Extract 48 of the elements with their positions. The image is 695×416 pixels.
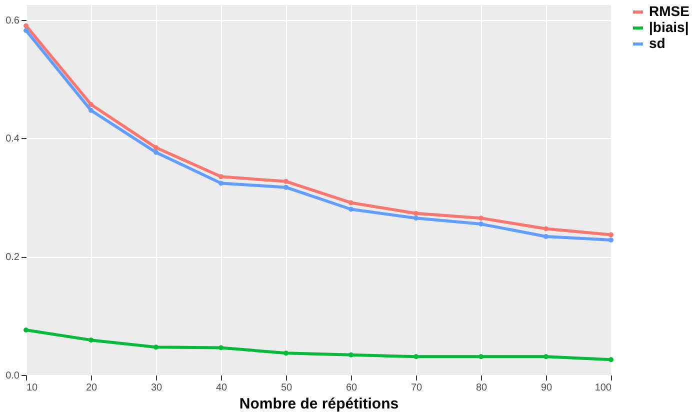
x-tick-label: 50 [280, 382, 292, 394]
point [544, 354, 548, 360]
point [88, 102, 94, 107]
x-tick-label: 70 [410, 382, 422, 394]
point [284, 350, 288, 356]
point [478, 354, 484, 360]
point [608, 238, 614, 243]
point [608, 357, 614, 362]
point [608, 232, 614, 238]
x-tick-label: 30 [150, 382, 162, 394]
point [24, 328, 28, 333]
point [154, 145, 158, 150]
point [348, 352, 354, 358]
point [348, 200, 354, 206]
point [154, 344, 158, 350]
point [414, 216, 418, 221]
point [284, 184, 288, 190]
y-tick-label: 0.0 [6, 370, 20, 382]
x-tick-label: 80 [476, 382, 488, 394]
x-axis-title: Nombre de répétitions [239, 396, 399, 412]
point [544, 234, 548, 239]
point [218, 345, 224, 350]
legend-label: sd [649, 35, 666, 51]
x-tick-label: 100 [594, 382, 612, 394]
x-tick-label: 90 [540, 382, 552, 394]
y-tick-label: 0.4 [6, 134, 20, 145]
point [218, 180, 224, 186]
x-tick-label: 10 [26, 382, 38, 394]
point [88, 108, 94, 113]
point [284, 178, 288, 184]
y-tick-label: 0.6 [6, 15, 20, 26]
x-tick-label: 60 [346, 382, 358, 394]
point [24, 28, 28, 33]
point [544, 226, 548, 232]
point [478, 222, 484, 227]
legend-label: |biais| [649, 19, 689, 36]
legend-label: RMSE [649, 3, 690, 19]
point [414, 354, 418, 360]
point [24, 23, 28, 28]
y-tick-label: 0.2 [6, 252, 20, 264]
point [88, 338, 94, 343]
point [218, 174, 224, 180]
x-tick-label: 40 [216, 382, 228, 394]
point [348, 206, 354, 212]
point [414, 210, 418, 216]
point [154, 150, 158, 155]
point [478, 216, 484, 221]
x-tick-label: 20 [86, 382, 98, 394]
